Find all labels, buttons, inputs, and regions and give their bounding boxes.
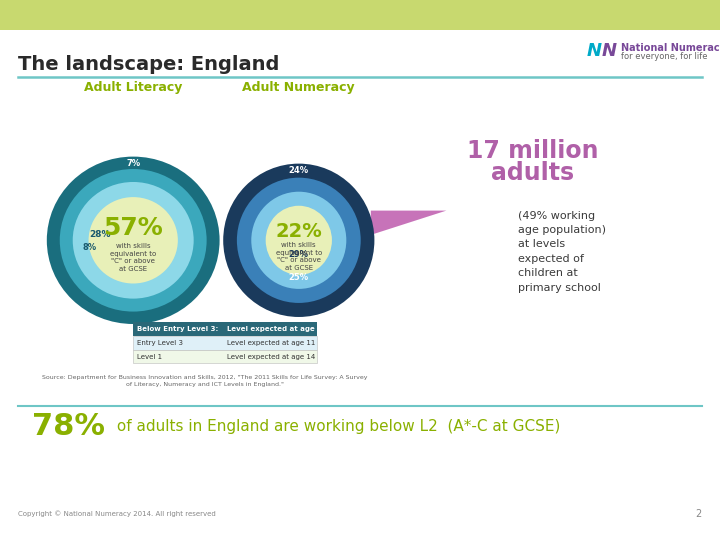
Text: The landscape: England: The landscape: England [18, 55, 279, 75]
Text: N: N [601, 42, 616, 60]
Text: Adult Numeracy: Adult Numeracy [243, 81, 355, 94]
Text: Adult Literacy: Adult Literacy [84, 81, 182, 94]
Text: with skills
equivalent to
"C" or above
at GCSE: with skills equivalent to "C" or above a… [110, 243, 156, 272]
Ellipse shape [60, 169, 207, 312]
Text: Level expected at age 11: Level expected at age 11 [227, 340, 315, 347]
Text: Level 1: Level 1 [137, 354, 162, 360]
Ellipse shape [73, 182, 194, 299]
Ellipse shape [47, 157, 220, 324]
Text: 28%: 28% [89, 230, 111, 239]
Text: (49% working
age population)
at levels
expected of
children at
primary school: (49% working age population) at levels e… [518, 211, 606, 293]
Text: 57%: 57% [104, 217, 163, 240]
Text: 78%: 78% [32, 412, 105, 441]
Text: 7%: 7% [126, 159, 140, 167]
Text: National Numeracy: National Numeracy [621, 43, 720, 52]
Text: Entry Level 3: Entry Level 3 [137, 340, 183, 347]
Text: 2: 2 [696, 509, 702, 519]
Ellipse shape [223, 164, 374, 317]
Text: N: N [587, 42, 602, 60]
Text: 8%: 8% [82, 243, 96, 252]
Ellipse shape [89, 197, 178, 284]
Text: 25%: 25% [289, 273, 309, 282]
Text: Level expected at age 14: Level expected at age 14 [227, 354, 315, 360]
Text: Below Entry Level 3:: Below Entry Level 3: [137, 326, 218, 332]
Text: 29%: 29% [289, 251, 309, 259]
Text: of adults in England are working below L2  (A*-C at GCSE): of adults in England are working below L… [112, 419, 560, 434]
Ellipse shape [266, 206, 332, 275]
Text: adults: adults [491, 161, 575, 185]
Text: 17 million: 17 million [467, 139, 598, 163]
Bar [133, 322, 317, 336]
Text: 22%: 22% [276, 222, 322, 241]
Text: 24%: 24% [289, 166, 309, 174]
Ellipse shape [251, 192, 346, 289]
Polygon shape [371, 211, 446, 235]
Bar [133, 336, 317, 350]
Text: Copyright © National Numeracy 2014. All right reserved: Copyright © National Numeracy 2014. All … [18, 511, 216, 517]
Bar [0, 0, 720, 30]
Text: with skills
equivalent to
"C" or above
at GCSE: with skills equivalent to "C" or above a… [276, 242, 322, 271]
Bar [133, 350, 317, 363]
Ellipse shape [237, 178, 361, 303]
Text: Level expected at age 9: Level expected at age 9 [227, 326, 322, 332]
Text: for everyone, for life: for everyone, for life [621, 52, 707, 61]
Text: Source: Department for Business Innovation and Skills, 2012, "The 2011 Skills fo: Source: Department for Business Innovati… [42, 375, 368, 387]
